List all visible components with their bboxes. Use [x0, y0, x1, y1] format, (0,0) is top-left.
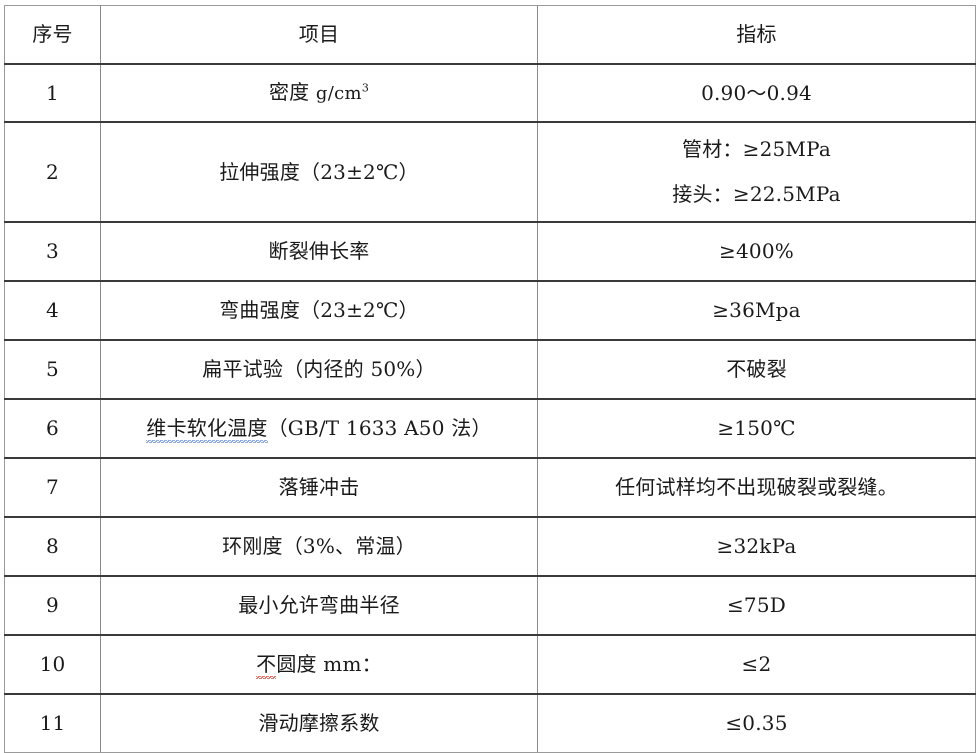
table-row: 10 不圆度 mm： ≤2 — [4, 634, 976, 695]
row-item-name: 密度 g/cm3 — [100, 63, 538, 123]
index-value-line-1: 管材：≥25MPa — [682, 137, 831, 161]
row-item-name: 环刚度（3%、常温） — [100, 516, 538, 577]
row-item-name: 断裂伸长率 — [100, 221, 538, 282]
table-row: 3 断裂伸长率 ≥400% — [4, 221, 976, 282]
row-index-value: ≥400% — [537, 221, 976, 282]
column-header-item: 项目 — [100, 5, 538, 65]
row-index-value: ≤0.35 — [537, 693, 976, 753]
row-item-name: 扁平试验（内径的 50%） — [100, 339, 538, 400]
column-header-sequence: 序号 — [4, 5, 101, 65]
row-sequence-number: 1 — [4, 63, 101, 123]
row-sequence-number: 7 — [4, 457, 101, 518]
row-index-value: ≤2 — [537, 634, 976, 695]
spellcheck-underline-red: 不 — [256, 652, 277, 679]
row-item-name: 落锤冲击 — [100, 457, 538, 518]
row-sequence-number: 6 — [4, 398, 101, 459]
item-text-unit: g/cm — [315, 83, 362, 105]
table-row: 4 弯曲强度（23±2℃） ≥36Mpa — [4, 280, 976, 341]
item-text-remainder: （GB/T 1633 A50 法） — [267, 416, 492, 440]
row-item-name: 不圆度 mm： — [100, 634, 538, 695]
table-row: 5 扁平试验（内径的 50%） 不破裂 — [4, 339, 976, 400]
table-row: 1 密度 g/cm3 0.90～0.94 — [4, 63, 976, 123]
table-row: 7 落锤冲击 任何试样均不出现破裂或裂缝。 — [4, 457, 976, 518]
index-value-multiline: 管材：≥25MPa 接头：≥22.5MPa — [544, 123, 969, 221]
row-item-name: 维卡软化温度（GB/T 1633 A50 法） — [100, 398, 538, 459]
row-sequence-number: 8 — [4, 516, 101, 577]
row-sequence-number: 3 — [4, 221, 101, 282]
specification-table-container: 序号 项目 指标 1 密度 g/cm3 0.90～0.94 2 拉伸强度（23±… — [4, 5, 976, 753]
row-item-name: 滑动摩擦系数 — [100, 693, 538, 753]
table-row: 11 滑动摩擦系数 ≤0.35 — [4, 693, 976, 753]
item-text-remainder: 圆度 mm： — [276, 652, 382, 676]
spellcheck-underline-blue: 维卡软化温度 — [146, 416, 268, 443]
specification-table: 序号 项目 指标 1 密度 g/cm3 0.90～0.94 2 拉伸强度（23±… — [4, 5, 976, 753]
row-item-name: 最小允许弯曲半径 — [100, 575, 538, 636]
row-index-value: ≤75D — [537, 575, 976, 636]
table-row: 8 环刚度（3%、常温） ≥32kPa — [4, 516, 976, 577]
row-sequence-number: 11 — [4, 693, 101, 753]
index-value-line-2: 接头：≥22.5MPa — [672, 182, 841, 206]
table-row: 6 维卡软化温度（GB/T 1633 A50 法） ≥150℃ — [4, 398, 976, 459]
column-header-index: 指标 — [537, 5, 976, 65]
row-index-value: 管材：≥25MPa 接头：≥22.5MPa — [537, 121, 976, 223]
table-row: 2 拉伸强度（23±2℃） 管材：≥25MPa 接头：≥22.5MPa — [4, 121, 976, 223]
row-index-value: ≥32kPa — [537, 516, 976, 577]
row-index-value: 任何试样均不出现破裂或裂缝。 — [537, 457, 976, 518]
row-item-name: 弯曲强度（23±2℃） — [100, 280, 538, 341]
row-sequence-number: 9 — [4, 575, 101, 636]
row-sequence-number: 10 — [4, 634, 101, 695]
row-sequence-number: 5 — [4, 339, 101, 400]
row-item-name: 拉伸强度（23±2℃） — [100, 121, 538, 223]
table-row: 9 最小允许弯曲半径 ≤75D — [4, 575, 976, 636]
row-sequence-number: 2 — [4, 121, 101, 223]
item-text-cjk: 密度 — [268, 80, 316, 105]
row-index-value: 0.90～0.94 — [537, 63, 976, 123]
row-index-value: ≥150℃ — [537, 398, 976, 459]
item-unit-exponent: 3 — [361, 81, 370, 95]
row-index-value: 不破裂 — [537, 339, 976, 400]
table-header-row: 序号 项目 指标 — [4, 5, 976, 65]
row-sequence-number: 4 — [4, 280, 101, 341]
row-index-value: ≥36Mpa — [537, 280, 976, 341]
